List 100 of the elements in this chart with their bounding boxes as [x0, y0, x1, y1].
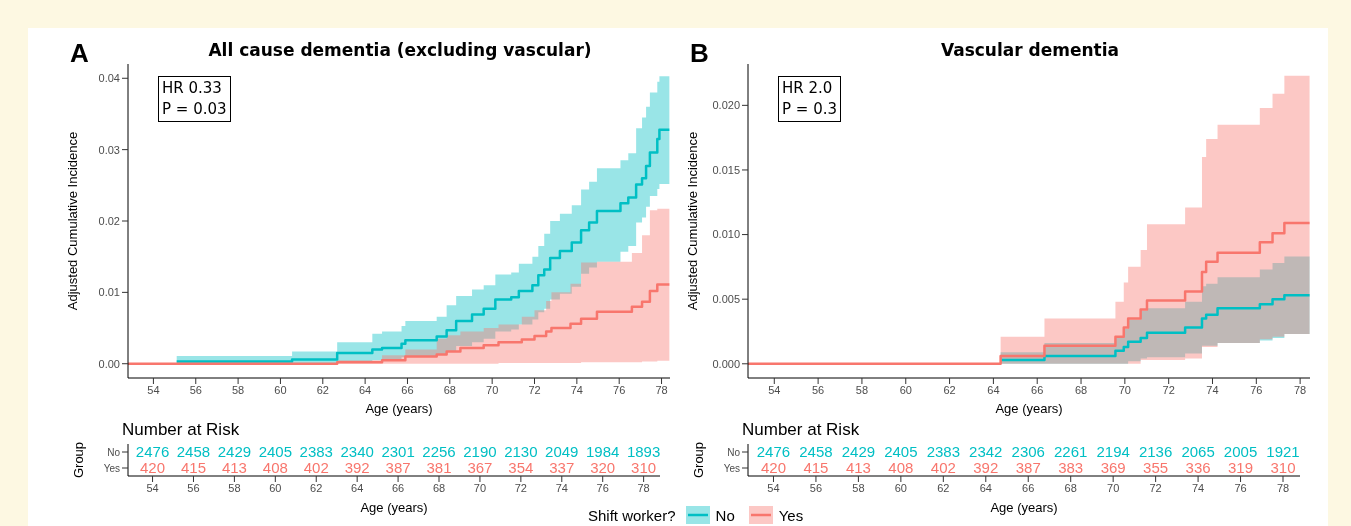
data-label: 1921 [1266, 443, 1300, 461]
x-tick-label: 78 [655, 383, 668, 396]
y-axis-title: Adjusted Cumulative Incidence [64, 131, 80, 311]
x-tick-label: 68 [443, 383, 456, 396]
x-tick-label: 58 [852, 481, 865, 494]
data-label: 2261 [1054, 443, 1088, 461]
x-axis-title: Age (years) [360, 500, 428, 515]
x-tick-label: 68 [1064, 481, 1077, 494]
y-tick-label: 0.00 [98, 357, 120, 370]
data-label: 415 [803, 459, 829, 477]
y-axis-title: Adjusted Cumulative Incidence [684, 131, 700, 311]
data-label: 387 [385, 459, 411, 477]
data-label: 2405 [884, 443, 918, 461]
y-axis-title: Group [70, 441, 86, 479]
data-label: 310 [631, 459, 657, 477]
data-label: 2458 [799, 443, 833, 461]
data-label: 415 [180, 459, 206, 477]
data-label: 2340 [340, 443, 374, 461]
data-label: 2405 [258, 443, 293, 461]
data-label: 420 [140, 459, 166, 477]
data-label: 310 [1270, 459, 1296, 477]
legend-title: Shift worker? [588, 506, 676, 524]
data-label: 2342 [969, 443, 1003, 461]
x-tick-label: 54 [768, 383, 781, 396]
data-label: 420 [760, 459, 786, 477]
text-box: HR 2.0 P = 0.3 [778, 76, 841, 122]
x-tick-label: 66 [391, 481, 405, 494]
data-label: 337 [549, 459, 575, 477]
x-tick-label: 62 [937, 481, 950, 494]
x-tick-label: 72 [528, 383, 541, 396]
x-tick-label: 56 [189, 383, 202, 396]
legend-label: Yes [778, 506, 804, 524]
x-tick-label: 62 [310, 481, 323, 494]
text-box: HR 0.33 P = 0.03 [158, 76, 231, 122]
data-label: 2383 [926, 443, 961, 461]
chart-title: All cause dementia (excluding vascular) [207, 40, 593, 60]
x-tick-label: 54 [146, 481, 159, 494]
data-label: 387 [1015, 459, 1041, 477]
x-axis-title: Age (years) [995, 401, 1063, 416]
text: A [70, 38, 89, 69]
y-tick-label: No [107, 446, 121, 458]
data-label: 383 [1058, 459, 1084, 477]
y-axis-title: Group [690, 441, 706, 479]
x-tick-label: 70 [473, 481, 487, 494]
data-label: 2049 [545, 443, 579, 461]
x-tick-label: 58 [228, 481, 241, 494]
x-tick-label: 70 [1107, 481, 1120, 494]
data-label: 2301 [381, 443, 415, 461]
y-tick-label: Yes [723, 462, 740, 474]
data-label: 2130 [504, 443, 538, 461]
y-tick-label: 0.04 [98, 72, 120, 85]
data-label: 1893 [626, 443, 661, 461]
data-label: 402 [303, 459, 329, 477]
data-label: 2065 [1181, 443, 1215, 461]
x-tick-label: 78 [637, 481, 650, 494]
x-tick-label: 76 [596, 481, 609, 494]
data-label: 413 [221, 459, 247, 477]
x-tick-label: 78 [1276, 481, 1290, 494]
x-tick-label: 54 [767, 481, 780, 494]
data-label: 408 [262, 459, 288, 477]
y-tick-label: 0.01 [98, 286, 120, 299]
data-label: 319 [1228, 459, 1254, 477]
x-tick-label: 72 [1162, 383, 1175, 396]
x-tick-label: 64 [987, 383, 1000, 396]
x-tick-label: 68 [432, 481, 446, 494]
data-label: 2458 [176, 443, 211, 461]
chart-title: Number at Risk [742, 420, 860, 440]
x-tick-label: 76 [613, 383, 626, 396]
y-tick-label: 0.02 [98, 214, 120, 227]
x-tick-label: 70 [486, 383, 499, 396]
x-tick-label: 68 [1074, 383, 1088, 396]
x-tick-label: 66 [1031, 383, 1044, 396]
x-tick-label: 76 [1250, 383, 1263, 396]
y-tick-label: Yes [103, 462, 120, 474]
data-label: 2383 [299, 443, 333, 461]
y-tick-label: 0.03 [98, 143, 120, 156]
x-tick-label: 78 [1294, 383, 1307, 396]
data-label: 2429 [841, 443, 876, 461]
data-label: 2476 [135, 443, 170, 461]
data-label: 392 [973, 459, 999, 477]
x-tick-label: 54 [147, 383, 160, 396]
x-tick-label: 60 [274, 383, 287, 396]
x-tick-label: 72 [1149, 481, 1162, 494]
x-tick-label: 66 [1022, 481, 1035, 494]
x-tick-label: 56 [809, 481, 823, 494]
x-tick-label: 58 [855, 383, 869, 396]
data-label: 413 [845, 459, 871, 477]
data-label: 367 [467, 459, 493, 477]
data-label: 354 [508, 459, 534, 477]
data-label: 2136 [1138, 443, 1173, 461]
x-tick-label: 62 [316, 383, 329, 396]
annotation: HR 0.33 [162, 78, 223, 99]
data-label: 381 [426, 459, 452, 477]
x-tick-label: 64 [351, 481, 364, 494]
data-label: 2306 [1011, 443, 1045, 461]
annotation: P = 0.3 [782, 99, 838, 120]
y-tick-label: 0.000 [712, 357, 740, 370]
chart-title: Vascular dementia [939, 40, 1121, 60]
y-tick-label: 0.005 [712, 293, 740, 306]
x-tick-label: 66 [401, 383, 414, 396]
